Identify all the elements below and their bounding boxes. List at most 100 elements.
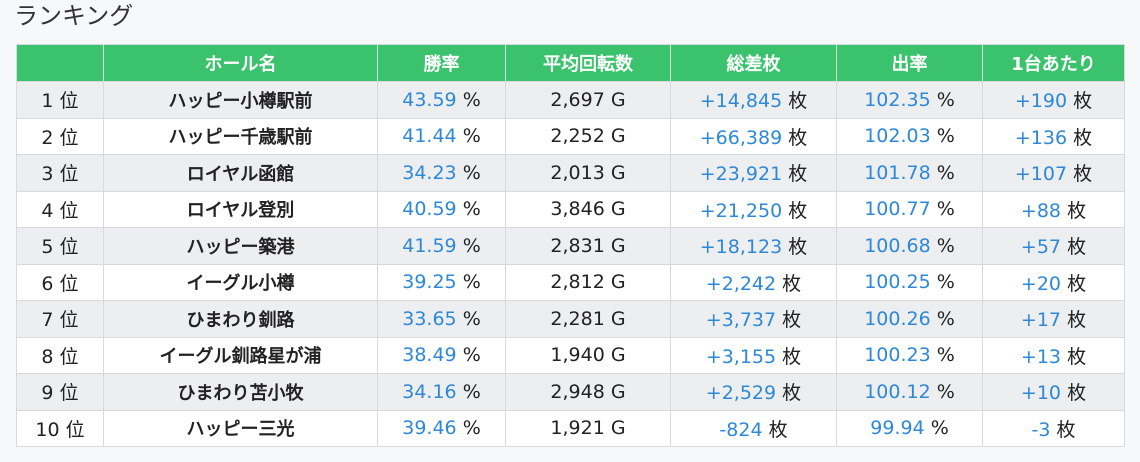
table-cell: +66,389 枚 [670,117,837,155]
cell-value: +88 [1020,199,1062,222]
cell-unit: % [462,198,481,221]
cell-value: 100.26 [864,307,931,330]
cell-value: 41.59 [402,234,457,257]
cell-value: +17 [1020,309,1062,332]
cell-unit: 枚 [1067,199,1087,222]
table-cell: 2,252 G [505,117,671,155]
table-cell: +14,845 枚 [670,81,837,119]
cell-unit: % [462,271,481,294]
rank-cell: 3 位 [16,154,104,192]
cell-unit: % [936,234,955,257]
cell-unit: % [462,234,481,257]
cell-value: 99.94 [870,417,925,440]
table-cell: 2,812 G [505,263,671,301]
hall-name: ハッピー三光 [103,409,378,447]
rank-cell: 2 位 [16,117,104,155]
cell-value: 41.44 [402,125,457,148]
table-cell: 41.44 % [377,117,506,155]
cell-unit: 枚 [788,126,808,149]
table-cell: 1,921 G [505,409,671,447]
cell-value: +3,155 [705,345,777,368]
table-cell: 43.59 % [377,81,506,119]
table-row: 1 位ハッピー小樽駅前 43.59 % 2,697 G +14,845 枚 102.35… [16,81,1125,119]
cell-unit: 枚 [1067,272,1087,295]
cell-value: 102.03 [864,125,931,148]
hall-name: イーグル小樽 [103,263,378,301]
cell-value: 39.46 [402,417,457,440]
table-cell: 41.59 % [377,227,506,265]
cell-unit: 枚 [788,199,808,222]
table-cell: 102.03 % [836,117,983,155]
cell-value: +3,737 [705,309,777,332]
table-cell: +18,123 枚 [670,227,837,265]
cell-value: +20 [1020,272,1062,295]
cell-value: 100.23 [864,344,931,367]
table-cell: 101.78 % [836,154,983,192]
cell-value: 101.78 [864,161,931,184]
table-row: 9 位ひまわり苫小牧 34.16 % 2,948 G +2,529 枚 100.12 %… [16,373,1125,411]
hall-name: ハッピー小樽駅前 [103,81,378,119]
cell-unit: 枚 [782,382,802,405]
cell-unit: % [462,417,481,440]
cell-value: 38.49 [402,344,457,367]
header-cell: 総差枚 [670,44,837,82]
cell-value: +23,921 [699,163,783,186]
cell-unit: % [936,380,955,403]
table-cell: 3,846 G [505,190,671,228]
rank-cell: 4 位 [16,190,104,228]
rank-cell: 5 位 [16,227,104,265]
cell-unit: % [462,125,481,148]
cell-value: +18,123 [699,236,783,259]
table-cell: +107 枚 [982,154,1125,192]
table-row: 2 位ハッピー千歳駅前 41.44 % 2,252 G +66,389 枚 102.03… [16,117,1125,155]
table-row: 10 位ハッピー三光 39.46 % 1,921 G -824 枚 99.94 % -3 … [16,409,1125,447]
hall-name: ひまわり釧路 [103,300,378,338]
cell-unit: % [936,88,955,111]
cell-value: +136 [1014,126,1068,149]
table-row: 3 位ロイヤル函館 34.23 % 2,013 G +23,921 枚 101.78 %… [16,154,1125,192]
table-cell: 100.23 % [836,336,983,374]
table-row: 5 位ハッピー築港 41.59 % 2,831 G +18,123 枚 100.68 %… [16,227,1125,265]
cell-unit: 枚 [1073,126,1093,149]
header-cell: ホール名 [103,44,378,82]
header-row: ホール名 勝率 平均回転数 総差枚 出率 1台あたり [16,44,1125,82]
hall-name: イーグル釧路星が浦 [103,336,378,374]
cell-value: 34.23 [402,161,457,184]
cell-unit: % [936,344,955,367]
cell-value: 34.16 [402,380,457,403]
table-cell: +136 枚 [982,117,1125,155]
table-row: 4 位ロイヤル登別 40.59 % 3,846 G +21,250 枚 100.77 %… [16,190,1125,228]
cell-value: 43.59 [402,88,457,111]
cell-value: +2,529 [705,382,777,405]
cell-value: +2,242 [705,272,777,295]
rank-cell: 6 位 [16,263,104,301]
header-cell: 出率 [836,44,983,82]
table-cell: 100.68 % [836,227,983,265]
cell-unit: 枚 [788,163,808,186]
hall-name: ハッピー千歳駅前 [103,117,378,155]
table-cell: 34.16 % [377,373,506,411]
cell-unit: % [936,271,955,294]
table-cell: +2,529 枚 [670,373,837,411]
rank-cell: 8 位 [16,336,104,374]
cell-unit: 枚 [782,345,802,368]
cell-unit: 枚 [768,418,788,441]
table-cell: +10 枚 [982,373,1125,411]
page-title: ランキング [14,2,134,30]
table-cell: 39.25 % [377,263,506,301]
table-cell: 39.46 % [377,409,506,447]
cell-unit: % [462,380,481,403]
header-cell [16,44,104,82]
hall-name: ひまわり苫小牧 [103,373,378,411]
ranking-table: ホール名 勝率 平均回転数 総差枚 出率 1台あたり 1 位ハッピー小樽駅前 43.59 %… [16,44,1125,447]
table-row: 7 位ひまわり釧路 33.65 % 2,281 G +3,737 枚 100.26 % +… [16,300,1125,338]
table-cell: +88 枚 [982,190,1125,228]
cell-unit: 枚 [1067,382,1087,405]
cell-unit: 枚 [1067,345,1087,368]
table-cell: +17 枚 [982,300,1125,338]
table-cell: +13 枚 [982,336,1125,374]
cell-value: +10 [1020,382,1062,405]
cell-unit: 枚 [782,272,802,295]
rank-cell: 7 位 [16,300,104,338]
header-cell: 勝率 [377,44,506,82]
